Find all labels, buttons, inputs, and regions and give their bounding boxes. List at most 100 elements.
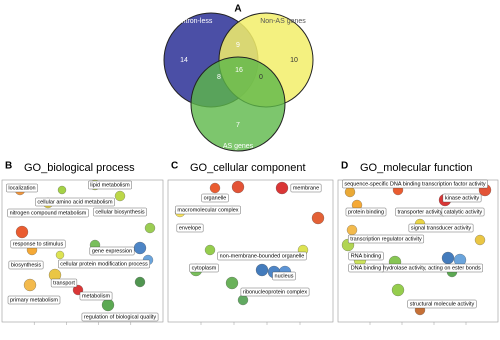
panel-title: GO_cellular component	[190, 162, 306, 174]
term-box	[408, 223, 474, 233]
set-label: Intron-less	[180, 18, 213, 25]
plot-frame	[167, 179, 334, 323]
term-label: localization	[8, 185, 35, 191]
term-label: kinase activity	[445, 195, 479, 201]
term-label: non-membrane-bounded organelle	[220, 253, 305, 259]
term-bubble	[441, 251, 455, 265]
term-bubble	[134, 276, 146, 288]
term-bubble	[311, 211, 325, 225]
term-label: gene expression	[92, 248, 132, 254]
term-bubble	[346, 224, 358, 236]
panel-title: GO_molecular function	[360, 162, 473, 174]
term-box	[93, 207, 147, 217]
term-bubble	[133, 241, 147, 255]
term-label: structural molecule activity	[410, 301, 475, 307]
term-box	[345, 207, 387, 217]
term-box	[441, 207, 485, 217]
term-bubble	[231, 180, 245, 194]
term-box	[8, 260, 44, 270]
region-count: 8	[217, 74, 221, 81]
term-box	[6, 183, 38, 193]
term-bubble	[23, 278, 37, 292]
panel-label: D	[341, 161, 348, 172]
region-count: 7	[236, 122, 240, 129]
term-bubble	[209, 182, 221, 194]
term-box	[10, 239, 66, 249]
term-box	[290, 183, 322, 193]
term-bubble	[144, 222, 156, 234]
term-label: DNA binding	[351, 265, 382, 271]
term-label: signal transducer activity	[411, 225, 471, 231]
term-label: metabolism	[82, 293, 111, 299]
term-bubble	[255, 263, 269, 277]
term-box	[201, 193, 229, 203]
panel-label: A	[234, 4, 241, 15]
panel-label: B	[5, 161, 12, 172]
term-bubble	[114, 190, 126, 202]
term-label: cellular amino acid metabolism	[37, 199, 113, 205]
term-label: transport	[53, 280, 75, 286]
term-box	[81, 312, 159, 322]
term-bubble	[474, 234, 486, 246]
term-box	[35, 197, 115, 207]
region-count: 16	[235, 67, 243, 74]
region-count: 0	[259, 74, 263, 81]
term-box	[89, 246, 135, 256]
term-bubble	[275, 181, 289, 195]
term-label: membrane	[293, 185, 319, 191]
term-box	[442, 193, 482, 203]
term-bubble	[55, 250, 65, 260]
term-label: response to stimulus	[13, 241, 64, 247]
region-count: 9	[236, 42, 240, 49]
term-box	[348, 263, 384, 273]
term-box	[7, 208, 89, 218]
term-label: transporter activity	[398, 209, 443, 215]
term-label: regulation of biological quality	[84, 314, 156, 320]
term-label: protein binding	[348, 209, 384, 215]
set-label: Non-AS genes	[260, 18, 306, 25]
term-box	[79, 291, 113, 301]
panels: B GO_biological process localization lipid …	[1, 161, 499, 325]
term-bubble	[344, 186, 356, 198]
term-box	[176, 223, 204, 233]
term-label: RNA binding	[351, 253, 382, 259]
panel-title: GO_biological process	[24, 162, 135, 174]
term-label: sequence-specific DNA binding transcript…	[344, 181, 485, 187]
term-bubble	[15, 225, 29, 239]
term-label: biosynthesis	[11, 262, 42, 268]
term-bubble	[237, 294, 249, 306]
term-label: macromolecular complex	[177, 207, 238, 213]
term-bubble	[101, 298, 115, 312]
term-label: primary metabolism	[10, 297, 58, 303]
term-label: cellular biosynthesis	[95, 209, 144, 215]
term-label: nitrogen compound metabolism	[10, 210, 87, 216]
region-count: 14	[180, 57, 188, 64]
term-label: transcription regulator activity	[350, 236, 422, 242]
term-box	[348, 234, 424, 244]
venn-set	[190, 56, 286, 152]
term-box	[175, 205, 241, 215]
term-box	[58, 259, 150, 269]
term-box	[342, 179, 488, 189]
term-box	[7, 295, 61, 305]
term-bubble	[204, 244, 216, 256]
term-label: cellular protein modification process	[60, 261, 148, 267]
term-label: cytoplasm	[192, 265, 217, 271]
term-box	[240, 287, 310, 297]
term-label: envelope	[179, 225, 201, 231]
term-box	[50, 278, 78, 288]
term-label: hydrolase activity, acting on ester bond…	[383, 265, 481, 271]
term-box	[217, 251, 307, 261]
term-box	[189, 263, 219, 273]
term-bubble	[391, 283, 405, 297]
term-label: nucleus	[275, 273, 294, 279]
plot-frame	[337, 179, 499, 323]
term-label: catalytic activity	[444, 209, 482, 215]
term-bubble	[57, 185, 67, 195]
term-box	[407, 299, 477, 309]
term-box	[348, 251, 384, 261]
term-box	[272, 271, 296, 281]
term-label: ribonucleoprotein complex	[243, 289, 307, 295]
term-label: lipid metabolism	[90, 182, 130, 188]
